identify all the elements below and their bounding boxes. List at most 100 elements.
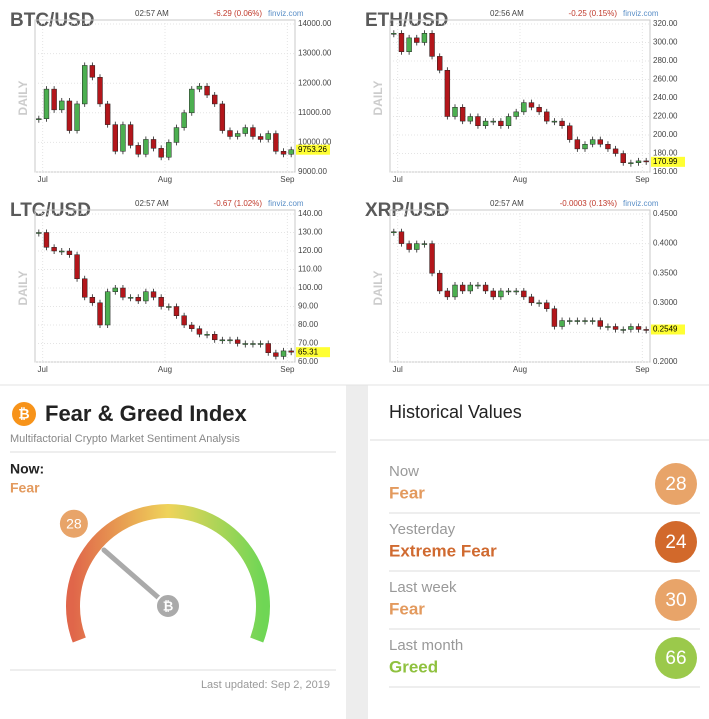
chart-title: ETH/USD (365, 10, 448, 31)
y-tick-label: 0.4000 (653, 239, 678, 248)
y-tick-label: 120.00 (298, 246, 323, 255)
x-tick-label: Sep (635, 365, 650, 374)
y-tick-label: 11000.00 (298, 108, 331, 117)
candle (196, 328, 203, 335)
change: -0.25 (0.15%) (569, 9, 618, 18)
candle (567, 125, 573, 140)
candle (74, 103, 80, 131)
candle (257, 136, 264, 140)
time: 02:57 AM (490, 199, 524, 208)
x-tick-label: Jul (38, 175, 48, 184)
y-tick-label: 0.3500 (653, 268, 678, 277)
candle (212, 94, 218, 105)
separator (346, 385, 368, 719)
source: finviz.com (623, 199, 659, 208)
candle (234, 339, 241, 344)
x-tick-label: Jul (393, 175, 403, 184)
last-price: 170.99 (653, 157, 678, 166)
candle (204, 334, 210, 336)
candle (605, 326, 611, 328)
candle (273, 133, 279, 152)
candle (612, 326, 619, 330)
candle (490, 290, 496, 298)
candle (158, 297, 164, 307)
candle (528, 296, 535, 304)
chart-title: LTC/USD (10, 200, 91, 221)
candle (265, 133, 271, 140)
candle (89, 297, 96, 304)
y-axis-label: DAILY (16, 271, 30, 306)
value-text: 66 (665, 648, 686, 669)
candle (143, 291, 149, 302)
candle (589, 139, 596, 145)
y-tick-label: 0.3000 (653, 298, 678, 307)
candle (559, 320, 565, 327)
candle (127, 297, 134, 299)
candle (628, 326, 634, 330)
candle (265, 343, 271, 353)
y-tick-label: 90.00 (298, 302, 319, 311)
candle (582, 320, 588, 322)
value-circle (655, 521, 697, 563)
last-price-box (296, 144, 330, 155)
candle (212, 334, 218, 341)
y-tick-label: 110.00 (298, 265, 322, 274)
candle (605, 144, 611, 150)
candle (181, 315, 187, 326)
y-tick-label: 130.00 (298, 228, 323, 237)
y-tick-label: 160.00 (653, 167, 678, 176)
candle (490, 120, 496, 123)
candle (120, 287, 126, 298)
candle (574, 139, 581, 150)
candle (166, 142, 172, 158)
y-tick-label: 300.00 (653, 38, 678, 47)
y-tick-label: 180.00 (653, 149, 678, 158)
candle (189, 88, 195, 114)
candle (189, 324, 195, 329)
candle (158, 148, 164, 158)
value-bubble (59, 509, 88, 538)
candle (181, 112, 187, 128)
candle (414, 243, 420, 250)
x-tick-label: Jul (38, 365, 48, 374)
candle (574, 320, 581, 322)
value-circle (655, 463, 697, 505)
candle (51, 247, 57, 252)
last-price-box (651, 324, 685, 335)
candle (475, 116, 481, 126)
candle (620, 153, 626, 163)
candle (135, 297, 141, 302)
candle (475, 284, 481, 287)
candle (112, 124, 118, 152)
mini-chart: LTC/USD 02:57 AM -0.67 (1.02%) finviz.com DA… (10, 199, 330, 374)
value-circle (655, 579, 697, 621)
y-tick-label: 60.00 (298, 357, 319, 366)
x-tick-label: Aug (158, 365, 172, 374)
value-label: 28 (66, 515, 82, 531)
candle (89, 65, 96, 78)
x-tick-label: Aug (158, 175, 172, 184)
candle (250, 127, 256, 137)
candle (521, 290, 527, 298)
historical-title: Historical Values (389, 402, 522, 422)
change: -6.29 (0.06%) (214, 9, 263, 18)
candle (112, 287, 118, 292)
candle (391, 33, 397, 35)
candle (59, 100, 65, 111)
candle (521, 102, 527, 113)
candle (582, 144, 588, 150)
y-tick-label: 0.2000 (653, 357, 678, 366)
candle (528, 102, 535, 108)
candle (620, 329, 626, 331)
y-tick-label: 240.00 (653, 93, 678, 102)
candle (467, 116, 473, 122)
y-tick-label: 13000.00 (298, 49, 332, 58)
y-tick-label: 9000.00 (298, 167, 327, 176)
y-axis-label: DAILY (371, 271, 385, 306)
candle (628, 162, 634, 164)
candle (227, 130, 233, 137)
time: 02:57 AM (135, 9, 169, 18)
candle (104, 103, 111, 125)
candle (150, 291, 157, 298)
bitcoin-symbol: ₿ (18, 406, 29, 422)
